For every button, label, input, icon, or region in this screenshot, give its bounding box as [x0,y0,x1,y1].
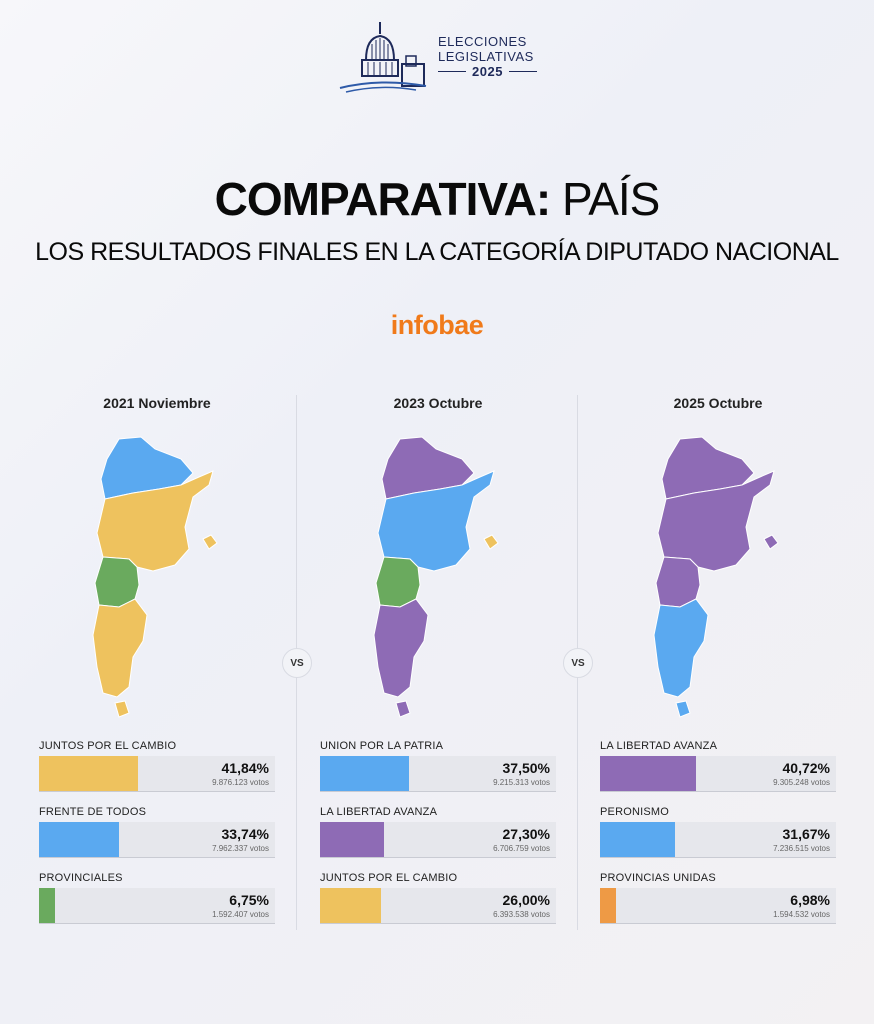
result-votes: 1.592.407 votos [212,910,269,919]
title-bold: COMPARATIVA: [214,173,552,225]
result-votes: 7.236.515 votos [773,844,830,853]
map-region-south-2 [373,598,429,698]
results-column: 2023 Octubre UNION POR LA PATRIA 37,50% 9.2… [320,395,556,924]
map-region-south-2 [92,598,148,698]
result-bar: 37,50% 9.215.313 votos [320,756,556,792]
result-bar-fill [320,822,385,857]
result-percent: 33,74% [221,826,269,842]
results-list: JUNTOS POR EL CAMBIO 41,84% 9.876.123 voto… [39,740,275,938]
map-region-tierra-del-fuego [395,700,411,718]
results-column: 2025 Octubre LA LIBERTAD AVANZA 40,72% 9.30… [600,395,836,924]
result-percent: 26,00% [502,892,550,908]
result-bar-fill [600,756,697,791]
page-title: COMPARATIVA: PAÍS [0,172,874,226]
result-votes: 1.594.532 votos [773,910,830,919]
result-bar-fill [39,822,119,857]
event-logo: ELECCIONES LEGISLATIVAS 2025 [0,14,874,94]
map-region-south-1 [94,556,140,608]
result-bar: 27,30% 6.706.759 votos [320,822,556,858]
result-votes: 9.305.248 votos [773,778,830,787]
result-row: LA LIBERTAD AVANZA 40,72% 9.305.248 votos [600,740,836,806]
result-bar-fill [320,888,382,923]
map-region-south-2 [653,598,709,698]
result-votes: 9.876.123 votos [212,778,269,787]
map-region-south-1 [655,556,701,608]
result-percent: 6,75% [229,892,269,908]
result-bar: 41,84% 9.876.123 votos [39,756,275,792]
party-name: PROVINCIALES [39,872,123,884]
results-column: 2021 Noviembre JUNTOS POR EL CAMBIO 41,84%… [39,395,275,924]
result-row: PROVINCIAS UNIDAS 6,98% 1.594.532 votos [600,872,836,938]
result-percent: 41,84% [221,760,269,776]
page-subtitle: LOS RESULTADOS FINALES EN LA CATEGORÍA D… [35,238,839,266]
vs-badge: VS [282,648,312,678]
result-bar: 40,72% 9.305.248 votos [600,756,836,792]
result-percent: 27,30% [502,826,550,842]
congress-dome-icon [339,22,427,93]
result-row: LA LIBERTAD AVANZA 27,30% 6.706.759 votos [320,806,556,872]
column-title: 2023 Octubre [393,395,483,411]
result-percent: 37,50% [502,760,550,776]
result-bar-fill [600,888,617,923]
result-row: UNION POR LA PATRIA 37,50% 9.215.313 votos [320,740,556,806]
party-name: LA LIBERTAD AVANZA [320,806,438,818]
title-light: PAÍS [561,173,660,225]
party-name: JUNTOS POR EL CAMBIO [320,872,458,884]
result-votes: 6.706.759 votos [493,844,550,853]
map-region-malvinas [202,534,218,550]
party-name: PROVINCIAS UNIDAS [600,872,716,884]
result-percent: 6,98% [790,892,830,908]
column-title: 2021 Noviembre [103,395,211,411]
argentina-map [92,436,218,718]
map-region-malvinas [763,534,779,550]
result-percent: 40,72% [782,760,830,776]
result-bar: 31,67% 7.236.515 votos [600,822,836,858]
result-row: JUNTOS POR EL CAMBIO 26,00% 6.393.538 voto… [320,872,556,938]
result-bar: 6,98% 1.594.532 votos [600,888,836,924]
result-row: PERONISMO 31,67% 7.236.515 votos [600,806,836,872]
result-row: PROVINCIALES 6,75% 1.592.407 votos [39,872,275,938]
argentina-map [373,436,499,718]
result-row: FRENTE DE TODOS 33,74% 7.962.337 votos [39,806,275,872]
result-bar: 33,74% 7.962.337 votos [39,822,275,858]
result-votes: 7.962.337 votos [212,844,269,853]
brand-logo: infobae [390,310,484,340]
result-bar-fill [39,888,55,923]
party-name: FRENTE DE TODOS [39,806,147,818]
result-bar-fill [39,756,138,791]
map-region-tierra-del-fuego [114,700,130,718]
result-row: JUNTOS POR EL CAMBIO 41,84% 9.876.123 voto… [39,740,275,806]
party-name: PERONISMO [600,806,670,818]
map-region-south-1 [375,556,421,608]
result-percent: 31,67% [782,826,830,842]
result-bar-fill [600,822,675,857]
party-name: JUNTOS POR EL CAMBIO [39,740,177,752]
result-votes: 6.393.538 votos [493,910,550,919]
logo-year: 2025 [472,64,503,79]
argentina-map [653,436,779,718]
result-bar-fill [320,756,409,791]
logo-line-2: LEGISLATIVAS [438,49,534,64]
map-region-tierra-del-fuego [675,700,691,718]
result-bar: 26,00% 6.393.538 votos [320,888,556,924]
results-list: LA LIBERTAD AVANZA 40,72% 9.305.248 votos P… [600,740,836,938]
result-bar: 6,75% 1.592.407 votos [39,888,275,924]
logo-line-1: ELECCIONES [438,34,527,49]
map-region-malvinas [483,534,499,550]
column-title: 2025 Octubre [673,395,763,411]
party-name: LA LIBERTAD AVANZA [600,740,718,752]
result-votes: 9.215.313 votos [493,778,550,787]
vs-badge: VS [563,648,593,678]
party-name: UNION POR LA PATRIA [320,740,444,752]
results-list: UNION POR LA PATRIA 37,50% 9.215.313 votos… [320,740,556,938]
